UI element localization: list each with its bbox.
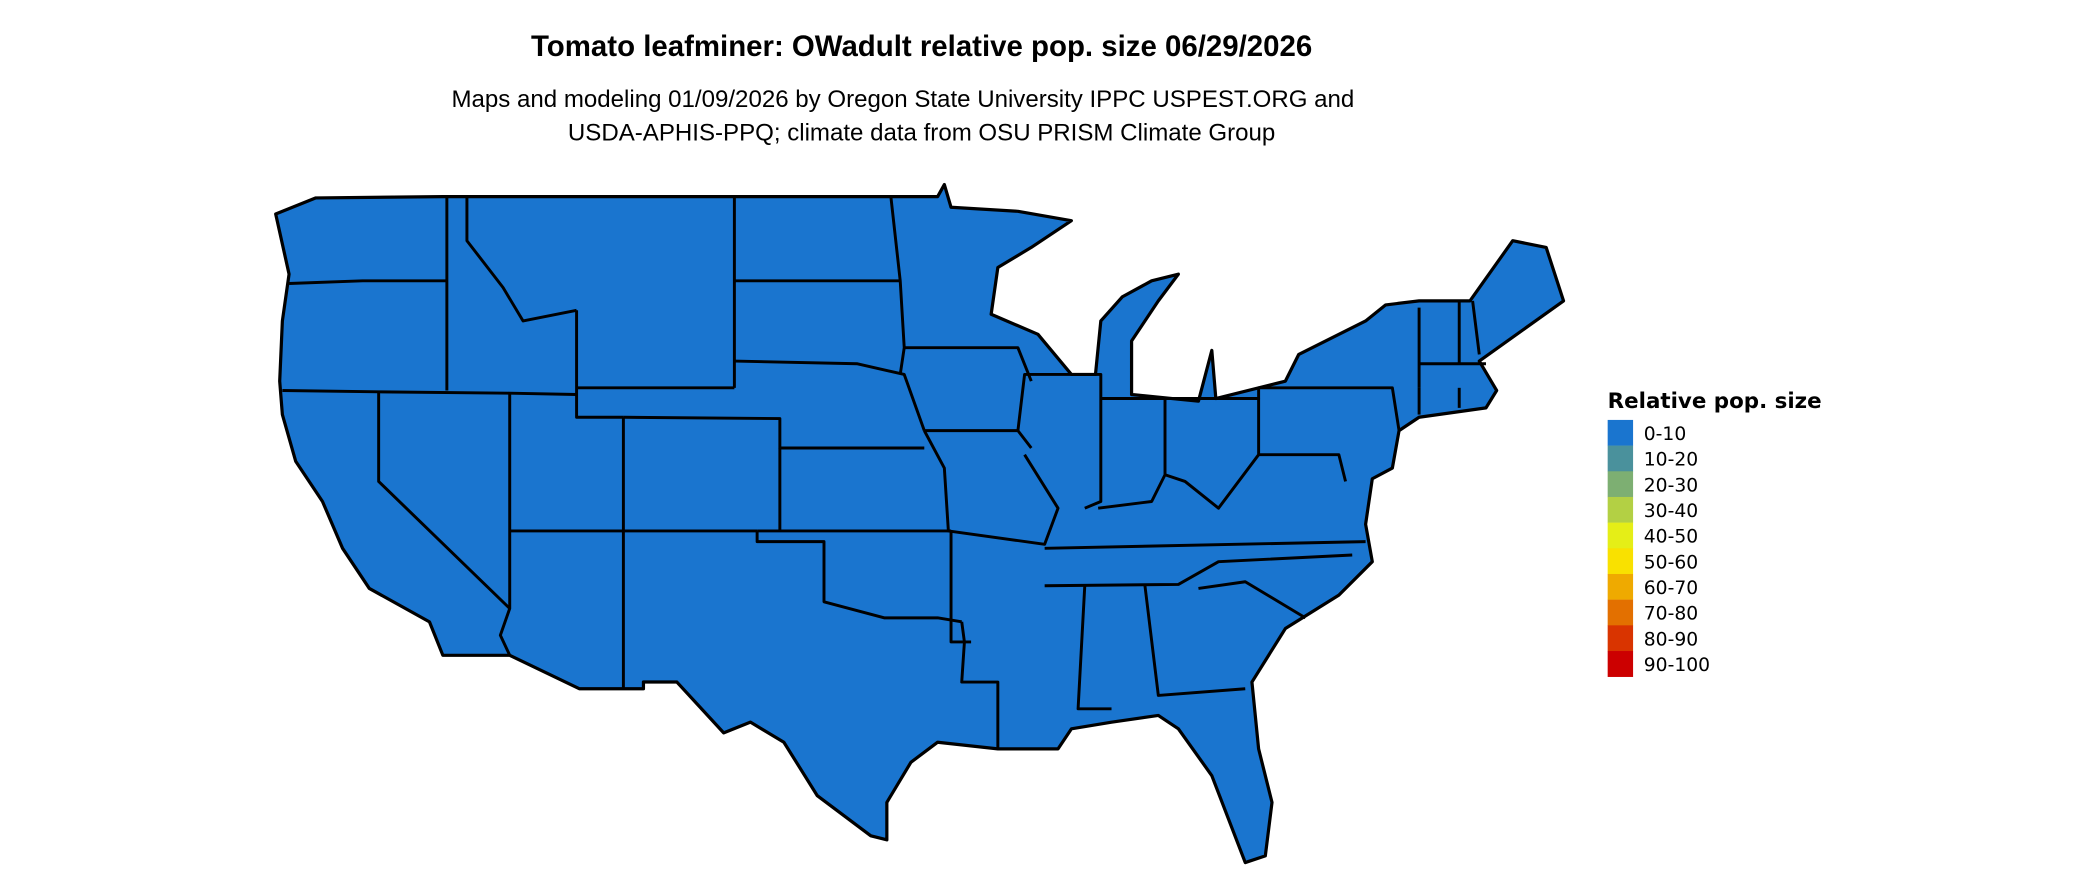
state-border [1044,553,1353,588]
state-border [289,279,447,285]
state-border [1143,585,1246,697]
legend-label: 60-70 [1644,578,1698,599]
legend: Relative pop. size 0-10 10-20 20-30 30-40 40… [1607,389,1822,677]
legend-swatch [1607,522,1634,549]
state-border [734,359,926,432]
legend-label: 30-40 [1644,501,1698,522]
state-border [755,530,962,624]
legend-swatch [1607,573,1634,600]
legend-swatch [1607,419,1634,446]
state-border [1044,540,1366,550]
legend-swatch [1607,496,1634,523]
legend-swatch [1607,625,1634,652]
us-outline [274,182,1566,865]
us-map [274,182,1566,865]
map-title: Tomato leafminer: OWadult relative pop. … [531,30,1312,63]
legend-label: 40-50 [1644,527,1698,548]
state-border [377,391,511,610]
legend-swatch [1607,651,1634,677]
map-subtitle-line-2: USDA-APHIS-PPQ; climate data from OSU PR… [568,119,1275,146]
legend-label: 20-30 [1644,475,1698,496]
legend-swatch [1607,445,1634,472]
legend-swatch [1607,548,1634,575]
state-border [1257,386,1401,431]
legend-title: Relative pop. size [1608,389,1822,414]
legend-swatch [1607,471,1634,498]
legend-label: 70-80 [1644,604,1698,625]
state-border [575,310,624,419]
state-border [889,196,906,375]
state-border [1164,397,1261,510]
state-border [1471,300,1481,355]
state-border [623,415,925,450]
state-border [1198,580,1307,620]
state-border [922,429,1060,546]
state-border [465,196,577,323]
state-border [498,393,512,656]
legend-label: 50-60 [1644,552,1698,573]
state-border [1258,453,1347,482]
legend-label: 90-100 [1644,655,1710,676]
state-border [282,389,577,396]
legend-label: 80-90 [1644,629,1698,650]
legend-label: 0-10 [1644,424,1686,445]
state-border [1076,585,1112,711]
state-borders [282,196,1486,749]
state-border [960,621,1000,749]
state-border [1016,372,1103,510]
map-subtitle-line-1: Maps and modeling 01/09/2026 by Oregon S… [451,86,1354,113]
legend-swatch [1607,599,1634,626]
legend-label: 10-20 [1644,450,1698,471]
state-border [904,346,1033,382]
